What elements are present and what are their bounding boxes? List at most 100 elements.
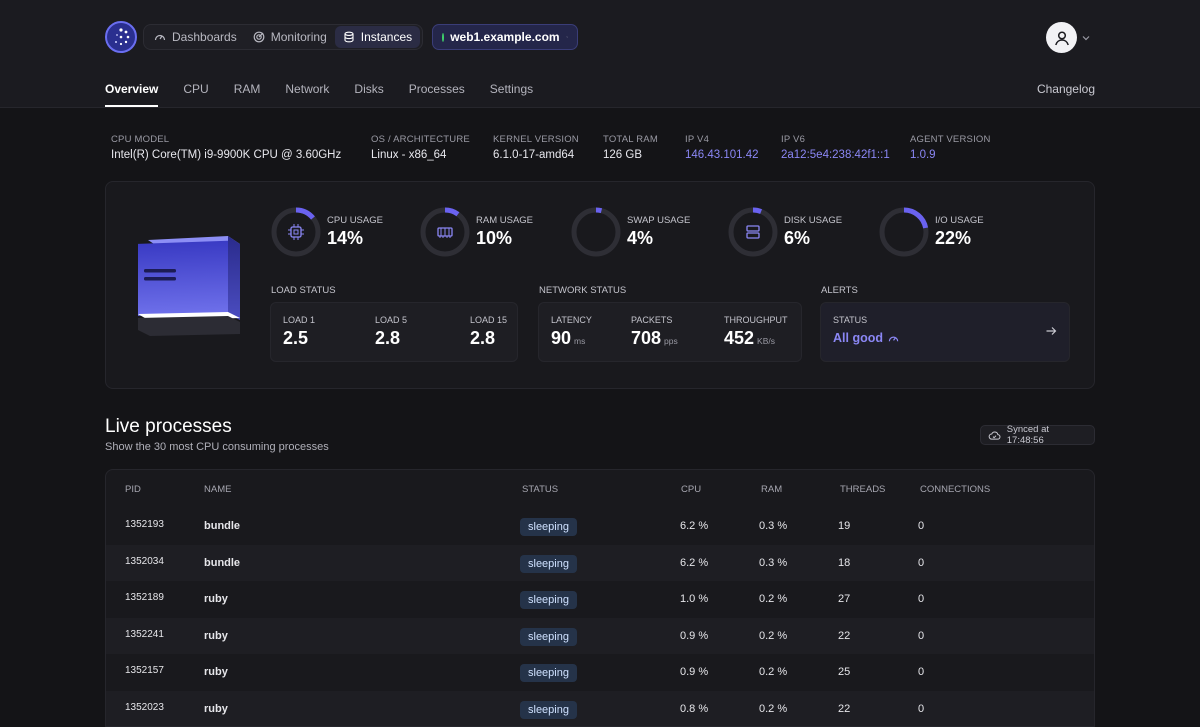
- info-ipv4: IP V4 146.43.101.42: [685, 134, 759, 161]
- load-5-metric: LOAD 5 2.8: [375, 315, 407, 349]
- info-label: CPU MODEL: [111, 134, 170, 145]
- synced-text: Synced at 17:48:56: [1006, 424, 1049, 446]
- tab-ram[interactable]: RAM: [233, 82, 261, 96]
- table-row[interactable]: 1352157 ruby sleeping 0.9 % 0.2 % 25 0: [106, 654, 1094, 691]
- info-total-ram: TOTAL RAM 126 GB: [603, 134, 658, 161]
- info-kernel: KERNEL VERSION 6.1.0-17-amd64: [493, 134, 579, 161]
- nav-instances[interactable]: Instances: [334, 26, 421, 48]
- col-status[interactable]: STATUS: [522, 484, 559, 495]
- disk-usage-label: DISK USAGE: [784, 215, 843, 226]
- info-ipv6: IP V6 2a12:5e4:238:42f1::1: [781, 134, 890, 161]
- cell-name: ruby: [204, 702, 228, 715]
- disk-usage-value: 6%: [784, 228, 811, 248]
- table-row[interactable]: 1352023 ruby sleeping 0.8 % 0.2 % 22 0: [106, 690, 1094, 726]
- tab-settings[interactable]: Settings: [489, 82, 534, 96]
- cell-cpu: 0.8 %: [680, 702, 709, 715]
- chevron-down-icon: [565, 36, 568, 38]
- cell-threads: 19: [838, 520, 851, 532]
- network-status-title: NETWORK STATUS: [539, 285, 627, 296]
- cell-ram: 0.2 %: [759, 593, 788, 605]
- host-selector[interactable]: web1.example.com: [432, 24, 578, 50]
- col-name[interactable]: NAME: [204, 484, 232, 495]
- tab-network[interactable]: Network: [285, 82, 330, 96]
- tab-processes[interactable]: Processes: [408, 82, 465, 96]
- network-status-card: LATENCY 90 ms PACKETS 708 pps THROUGHPUT 4…: [538, 302, 802, 362]
- io-usage-value: 22%: [935, 228, 972, 248]
- io-usage-ring: [879, 207, 929, 257]
- cell-cpu: 0.9 %: [680, 666, 709, 678]
- disk-usage-arc: [728, 207, 778, 257]
- cpu-usage-arc: [271, 207, 321, 257]
- table-row[interactable]: 1352241 ruby sleeping 0.9 % 0.2 % 22 0: [106, 617, 1094, 654]
- database-icon: [344, 31, 354, 43]
- agent-version-link[interactable]: 1.0.9: [910, 149, 936, 161]
- swap-usage-ring: [571, 207, 621, 257]
- tab-overview[interactable]: Overview: [105, 82, 159, 107]
- cell-name: bundle: [204, 556, 241, 569]
- tab-disks[interactable]: Disks: [354, 82, 384, 96]
- cpu-chip-icon: [288, 224, 304, 240]
- status-badge: sleeping: [520, 518, 577, 536]
- ram-usage-label: RAM USAGE: [476, 215, 534, 226]
- table-row[interactable]: 1352034 bundle sleeping 6.2 % 0.3 % 18 0: [106, 544, 1094, 581]
- packets-unit: pps: [664, 336, 678, 346]
- info-value: Linux - x86_64: [371, 149, 447, 161]
- nav-monitoring[interactable]: Monitoring: [245, 26, 335, 48]
- cell-connections: 0: [918, 520, 925, 532]
- instance-tabs: Overview CPU RAM Network Disks Processes…: [105, 82, 558, 107]
- metric-label: LATENCY: [551, 315, 592, 325]
- cell-connections: 0: [918, 593, 925, 605]
- info-label: KERNEL VERSION: [493, 134, 579, 145]
- ipv6-link[interactable]: 2a12:5e4:238:42f1::1: [781, 149, 890, 161]
- memory-icon: [437, 227, 453, 238]
- account-chevron-down-icon[interactable]: [1081, 33, 1091, 43]
- nav-dashboards[interactable]: Dashboards: [146, 26, 245, 48]
- col-pid[interactable]: PID: [125, 484, 141, 495]
- col-threads[interactable]: THREADS: [840, 484, 886, 495]
- cell-name: ruby: [204, 629, 228, 642]
- cell-threads: 22: [838, 702, 851, 715]
- cloud-sync-icon: [988, 431, 1001, 440]
- avatar[interactable]: [1046, 22, 1077, 53]
- col-cpu[interactable]: CPU: [681, 484, 702, 495]
- disk-drive-icon: [746, 225, 760, 239]
- metric-label: PACKETS: [631, 315, 673, 325]
- cell-pid: 1352034: [125, 555, 164, 567]
- packets-value: 708: [631, 328, 662, 348]
- cell-threads: 27: [838, 593, 851, 605]
- ram-usage-ring: [420, 207, 470, 257]
- status-badge: sleeping: [520, 664, 577, 682]
- col-connections[interactable]: CONNECTIONS: [920, 484, 991, 495]
- io-usage-label: I/O USAGE: [935, 215, 984, 226]
- cpu-usage-ring: [271, 207, 321, 257]
- tab-cpu[interactable]: CPU: [183, 82, 209, 96]
- cell-name: ruby: [204, 593, 228, 605]
- alert-status-value: All good: [833, 331, 883, 345]
- metric-value: 2.8: [375, 328, 401, 348]
- cell-connections: 0: [918, 702, 925, 715]
- alerts-card[interactable]: STATUS All good: [820, 302, 1070, 362]
- arrow-right-icon[interactable]: [1045, 325, 1057, 337]
- host-name: web1.example.com: [450, 30, 560, 44]
- col-ram[interactable]: RAM: [761, 484, 783, 495]
- cell-name: bundle: [204, 520, 241, 532]
- latency-unit: ms: [574, 336, 586, 346]
- cell-threads: 22: [838, 629, 851, 642]
- load-15-metric: LOAD 15 2.8: [470, 315, 507, 349]
- status-badge: sleeping: [520, 700, 577, 719]
- swap-usage-value: 4%: [627, 228, 654, 248]
- logo-icon[interactable]: [105, 21, 137, 53]
- cell-cpu: 6.2 %: [680, 520, 709, 532]
- table-row[interactable]: 1352189 ruby sleeping 1.0 % 0.2 % 27 0: [106, 581, 1094, 618]
- throughput-unit: KB/s: [757, 336, 775, 346]
- status-badge: sleeping: [520, 554, 577, 573]
- latency-metric: LATENCY 90 ms: [551, 315, 592, 349]
- ipv4-link[interactable]: 146.43.101.42: [685, 149, 759, 161]
- cell-ram: 0.2 %: [759, 629, 788, 642]
- info-label: AGENT VERSION: [910, 134, 991, 145]
- table-row[interactable]: 1352193 bundle sleeping 6.2 % 0.3 % 19 0: [106, 508, 1094, 545]
- load-status-card: LOAD 1 2.5 LOAD 5 2.8 LOAD 15 2.8: [270, 302, 518, 362]
- packets-metric: PACKETS 708 pps: [631, 315, 678, 349]
- load-1-metric: LOAD 1 2.5: [283, 315, 315, 349]
- changelog-link[interactable]: Changelog: [1036, 82, 1095, 96]
